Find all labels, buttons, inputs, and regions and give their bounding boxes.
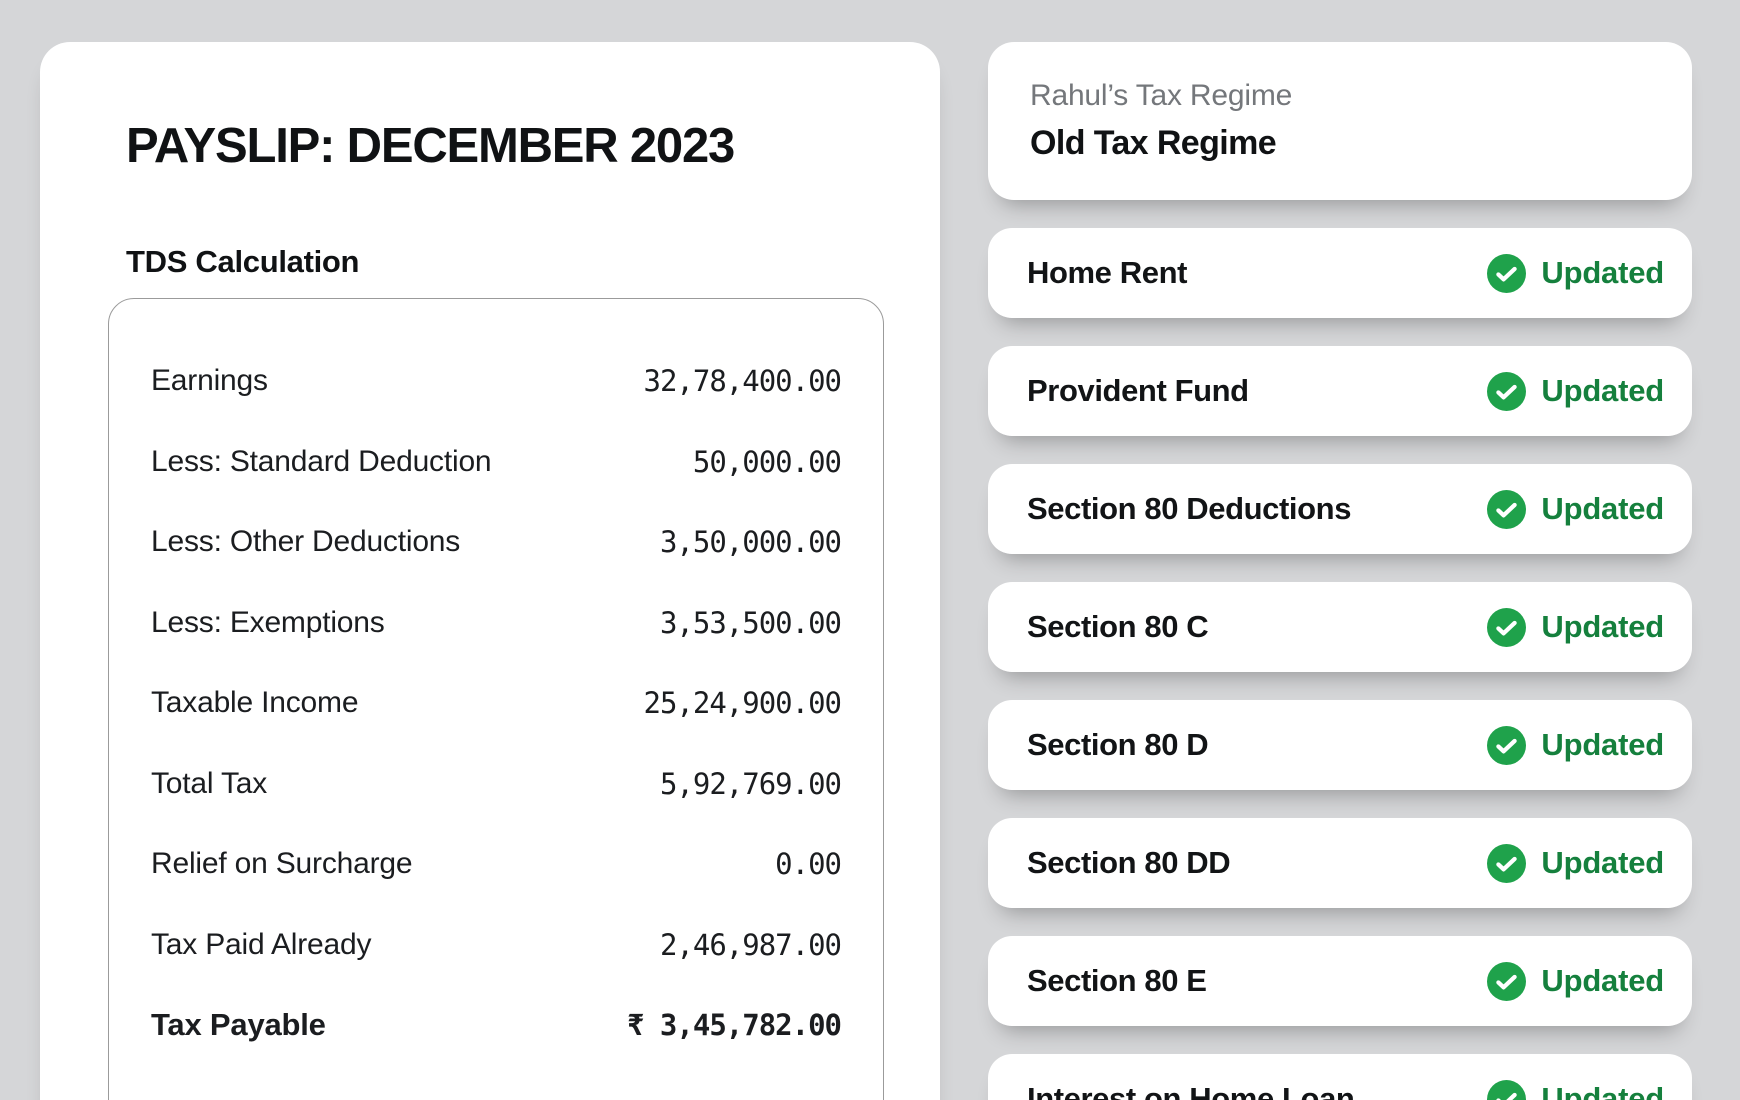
status-label: Provident Fund — [1027, 373, 1249, 408]
status-text: Updated — [1541, 373, 1664, 408]
check-circle-icon — [1487, 371, 1527, 411]
row-amount: 3,53,500.00 — [659, 605, 842, 640]
status-indicator: Updated — [1487, 489, 1664, 529]
status-indicator: Updated — [1487, 607, 1664, 647]
table-row: Relief on Surcharge 0.00 — [151, 824, 842, 905]
status-text: Updated — [1541, 255, 1664, 290]
status-label: Section 80 C — [1027, 609, 1209, 644]
status-indicator: Updated — [1487, 843, 1664, 883]
check-circle-icon — [1487, 1079, 1527, 1100]
status-text: Updated — [1541, 963, 1664, 998]
status-label: Section 80 DD — [1027, 845, 1231, 880]
status-text: Updated — [1541, 491, 1664, 526]
row-amount: 25,24,900.00 — [643, 686, 842, 721]
table-row: Total Tax 5,92,769.00 — [151, 744, 842, 825]
check-circle-icon — [1487, 725, 1527, 765]
check-circle-icon — [1487, 961, 1527, 1001]
tax-regime-value: Old Tax Regime — [1030, 124, 1277, 162]
status-sidebar: Rahul’s Tax Regime Old Tax Regime Home R… — [988, 42, 1692, 1100]
row-amount: 32,78,400.00 — [643, 364, 842, 399]
check-circle-icon — [1487, 843, 1527, 883]
status-card-interest-on-home-loan[interactable]: Interest on Home Loan Updated — [988, 1054, 1692, 1100]
status-text: Updated — [1541, 727, 1664, 762]
row-label: Taxable Income — [151, 686, 359, 720]
table-row: Taxable Income 25,24,900.00 — [151, 663, 842, 744]
table-row: Less: Other Deductions 3,50,000.00 — [151, 502, 842, 583]
status-card-section-80-d[interactable]: Section 80 D Updated — [988, 700, 1692, 790]
payslip-card: PAYSLIP: DECEMBER 2023 TDS Calculation E… — [40, 42, 940, 1100]
row-label: Earnings — [151, 364, 268, 398]
table-row: Less: Standard Deduction 50,000.00 — [151, 422, 842, 503]
status-indicator: Updated — [1487, 961, 1664, 1001]
table-row: Tax Paid Already 2,46,987.00 — [151, 905, 842, 986]
status-card-provident-fund[interactable]: Provident Fund Updated — [988, 346, 1692, 436]
row-amount: ₹ 3,45,782.00 — [627, 1008, 842, 1043]
row-amount: 3,50,000.00 — [659, 525, 842, 560]
tds-table: Earnings 32,78,400.00 Less: Standard Ded… — [108, 298, 884, 1100]
status-label: Section 80 Deductions — [1027, 491, 1352, 526]
row-amount: 50,000.00 — [692, 444, 842, 479]
status-card-section-80-deductions[interactable]: Section 80 Deductions Updated — [988, 464, 1692, 554]
row-amount: 0.00 — [775, 847, 842, 882]
status-label: Interest on Home Loan — [1027, 1081, 1355, 1100]
check-circle-icon — [1487, 489, 1527, 529]
table-row: Earnings 32,78,400.00 — [151, 341, 842, 422]
status-card-home-rent[interactable]: Home Rent Updated — [988, 228, 1692, 318]
status-indicator: Updated — [1487, 725, 1664, 765]
status-text: Updated — [1541, 609, 1664, 644]
tax-regime-card[interactable]: Rahul’s Tax Regime Old Tax Regime — [988, 42, 1692, 200]
status-card-section-80-dd[interactable]: Section 80 DD Updated — [988, 818, 1692, 908]
status-card-section-80-e[interactable]: Section 80 E Updated — [988, 936, 1692, 1026]
payslip-title: PAYSLIP: DECEMBER 2023 — [126, 119, 735, 173]
status-text: Updated — [1541, 845, 1664, 880]
status-label: Section 80 E — [1027, 963, 1207, 998]
check-circle-icon — [1487, 253, 1527, 293]
row-label: Tax Payable — [151, 1007, 326, 1043]
row-label: Less: Exemptions — [151, 605, 385, 639]
status-label: Section 80 D — [1027, 727, 1209, 762]
table-row: Less: Exemptions 3,53,500.00 — [151, 583, 842, 664]
tax-regime-caption: Rahul’s Tax Regime — [1030, 79, 1293, 112]
check-circle-icon — [1487, 607, 1527, 647]
row-amount: 2,46,987.00 — [659, 927, 842, 962]
row-label: Relief on Surcharge — [151, 847, 413, 881]
table-row-total: Tax Payable ₹ 3,45,782.00 — [151, 985, 842, 1066]
status-card-section-80-c[interactable]: Section 80 C Updated — [988, 582, 1692, 672]
status-indicator: Updated — [1487, 253, 1664, 293]
status-label: Home Rent — [1027, 255, 1188, 290]
row-label: Less: Standard Deduction — [151, 444, 492, 478]
row-label: Tax Paid Already — [151, 927, 372, 961]
status-text: Updated — [1541, 1081, 1664, 1100]
row-label: Total Tax — [151, 766, 268, 800]
row-amount: 5,92,769.00 — [659, 766, 842, 801]
status-indicator: Updated — [1487, 1079, 1664, 1100]
row-label: Less: Other Deductions — [151, 525, 461, 559]
tds-calculation-heading: TDS Calculation — [126, 244, 360, 279]
status-indicator: Updated — [1487, 371, 1664, 411]
